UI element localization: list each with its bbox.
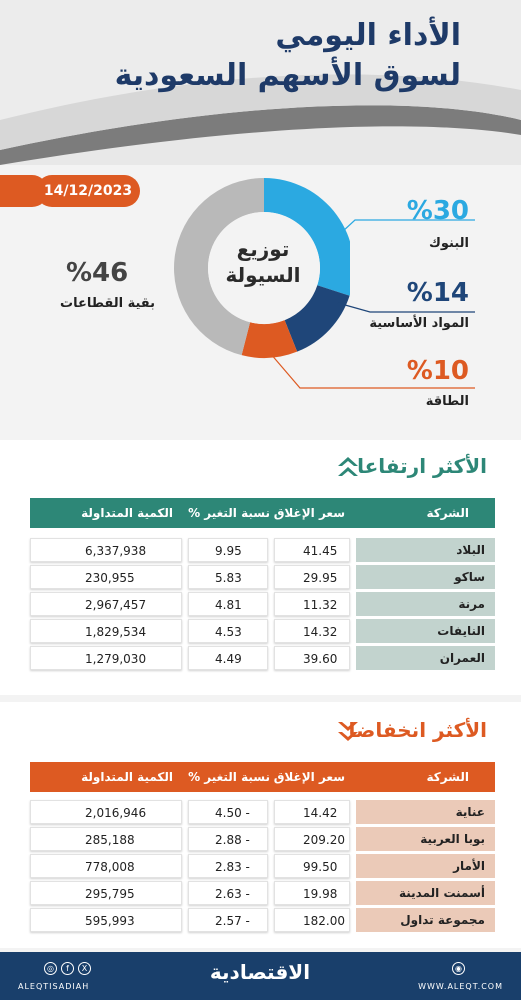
change-cell: 2.83 - — [188, 854, 268, 878]
donut-center-line2: السيولة — [225, 263, 301, 287]
volume-cell: 1,279,030 — [30, 646, 182, 670]
volume-cell: 778,008 — [30, 854, 182, 878]
table-row: 778,008 2.83 - 99.50 الأمار — [30, 854, 495, 878]
double-chevron-down-icon — [338, 722, 358, 741]
volume-cell: 1,829,534 — [30, 619, 182, 643]
close-cell: 39.60 — [274, 646, 350, 670]
losers-heading: الأكثر انخفاضا — [348, 718, 487, 742]
table-row: 6,337,938 9.95 41.45 البلاد — [30, 538, 495, 562]
col-close: سعر الإغلاق — [273, 506, 345, 520]
brand-logo: الاقتصادية — [209, 960, 311, 984]
company-cell: عناية — [356, 800, 495, 824]
col-change: نسبة التغير % — [188, 506, 270, 520]
volume-cell: 595,993 — [30, 908, 182, 932]
donut-hole — [208, 212, 320, 324]
slice-banks — [264, 178, 350, 296]
close-cell: 209.20 — [274, 827, 350, 851]
col-company: الشركة — [426, 506, 469, 520]
liquidity-donut-chart — [173, 178, 350, 358]
table-row: 2,016,946 4.50 - 14.42 عناية — [30, 800, 495, 824]
instagram-icon[interactable]: ◎ — [44, 962, 57, 975]
slice-others — [173, 178, 264, 356]
col-close: سعر الإغلاق — [273, 770, 345, 784]
table-row: 1,279,030 4.49 39.60 العمران — [30, 646, 495, 670]
volume-cell: 295,795 — [30, 881, 182, 905]
table-row: 595,993 2.57 - 182.00 مجموعة تداول — [30, 908, 495, 932]
volume-cell: 230,955 — [30, 565, 182, 589]
change-cell: 5.83 — [188, 565, 268, 589]
slice-energy-value: %10 — [406, 356, 469, 386]
change-cell: 2.88 - — [188, 827, 268, 851]
footer-bar: ◎ f X ALEQTISADIAH الاقتصادية ◉ WWW.ALEQ… — [0, 952, 521, 1000]
col-company: الشركة — [426, 770, 469, 784]
table-row: 230,955 5.83 29.95 ساكو — [30, 565, 495, 589]
facebook-icon[interactable]: f — [61, 962, 74, 975]
losers-table-header: الشركة سعر الإغلاق نسبة التغير % الكمية … — [30, 762, 495, 792]
slice-others-value: %46 — [66, 258, 129, 288]
col-volume: الكمية المتداولة — [81, 770, 173, 784]
volume-cell: 6,337,938 — [30, 538, 182, 562]
header-swoosh — [0, 0, 521, 165]
social-handle[interactable]: ALEQTISADIAH — [18, 982, 90, 991]
donut-leader-lines — [269, 219, 475, 389]
company-cell: بوبا العربية — [356, 827, 495, 851]
slice-materials-label: المواد الأساسية — [369, 316, 469, 331]
col-volume: الكمية المتداولة — [81, 506, 173, 520]
slice-banks-value: %30 — [406, 196, 469, 226]
slice-materials — [284, 285, 350, 352]
donut-center-line1: توزيع — [236, 237, 290, 261]
close-cell: 19.98 — [274, 881, 350, 905]
website-link[interactable]: WWW.ALEQT.COM — [418, 982, 503, 991]
company-cell: مجموعة تداول — [356, 908, 495, 932]
double-chevron-up-icon — [338, 457, 358, 476]
volume-cell: 2,967,457 — [30, 592, 182, 616]
close-cell: 41.45 — [274, 538, 350, 562]
slice-energy — [241, 320, 298, 358]
gainers-heading: الأكثر ارتفاعا — [357, 454, 487, 478]
date-badge: 14/12/2023 — [36, 175, 140, 207]
slice-energy-label: الطاقة — [425, 394, 469, 409]
change-cell: 4.50 - — [188, 800, 268, 824]
col-change: نسبة التغير % — [188, 770, 270, 784]
slice-others-label: بقية القطاعات — [60, 296, 156, 311]
close-cell: 11.32 — [274, 592, 350, 616]
volume-cell: 285,188 — [30, 827, 182, 851]
gainers-panel: الأكثر ارتفاعا الشركة سعر الإغلاق نسبة ا… — [0, 440, 521, 695]
close-cell: 182.00 — [274, 908, 350, 932]
gainers-table-header: الشركة سعر الإغلاق نسبة التغير % الكمية … — [30, 498, 495, 528]
close-cell: 14.42 — [274, 800, 350, 824]
table-row: 285,188 2.88 - 209.20 بوبا العربية — [30, 827, 495, 851]
slice-materials-value: %14 — [406, 278, 469, 308]
company-cell: العمران — [356, 646, 495, 670]
close-cell: 99.50 — [274, 854, 350, 878]
company-cell: أسمنت المدينة — [356, 881, 495, 905]
table-row: 2,967,457 4.81 11.32 مرنة — [30, 592, 495, 616]
close-cell: 29.95 — [274, 565, 350, 589]
company-cell: ساكو — [356, 565, 495, 589]
company-cell: الأمار — [356, 854, 495, 878]
donut-center-label: توزيع السيولة — [208, 236, 318, 288]
close-cell: 14.32 — [274, 619, 350, 643]
company-cell: مرنة — [356, 592, 495, 616]
company-cell: البلاد — [356, 538, 495, 562]
x-twitter-icon[interactable]: X — [78, 962, 91, 975]
volume-cell: 2,016,946 — [30, 800, 182, 824]
losers-panel: الأكثر انخفاضا الشركة سعر الإغلاق نسبة ا… — [0, 702, 521, 948]
header-banner: الأداء اليومي لسوق الأسهم السعودية — [0, 0, 521, 165]
globe-icon: ◉ — [452, 962, 465, 975]
slice-banks-label: البنوك — [428, 236, 469, 251]
table-row: 1,829,534 4.53 14.32 النايفات — [30, 619, 495, 643]
change-cell: 4.81 — [188, 592, 268, 616]
change-cell: 4.49 — [188, 646, 268, 670]
change-cell: 4.53 — [188, 619, 268, 643]
company-cell: النايفات — [356, 619, 495, 643]
table-row: 295,795 2.63 - 19.98 أسمنت المدينة — [30, 881, 495, 905]
change-cell: 2.57 - — [188, 908, 268, 932]
page-title-line2: لسوق الأسهم السعودية — [114, 58, 461, 93]
page-title-line1: الأداء اليومي — [275, 18, 461, 53]
change-cell: 2.63 - — [188, 881, 268, 905]
change-cell: 9.95 — [188, 538, 268, 562]
